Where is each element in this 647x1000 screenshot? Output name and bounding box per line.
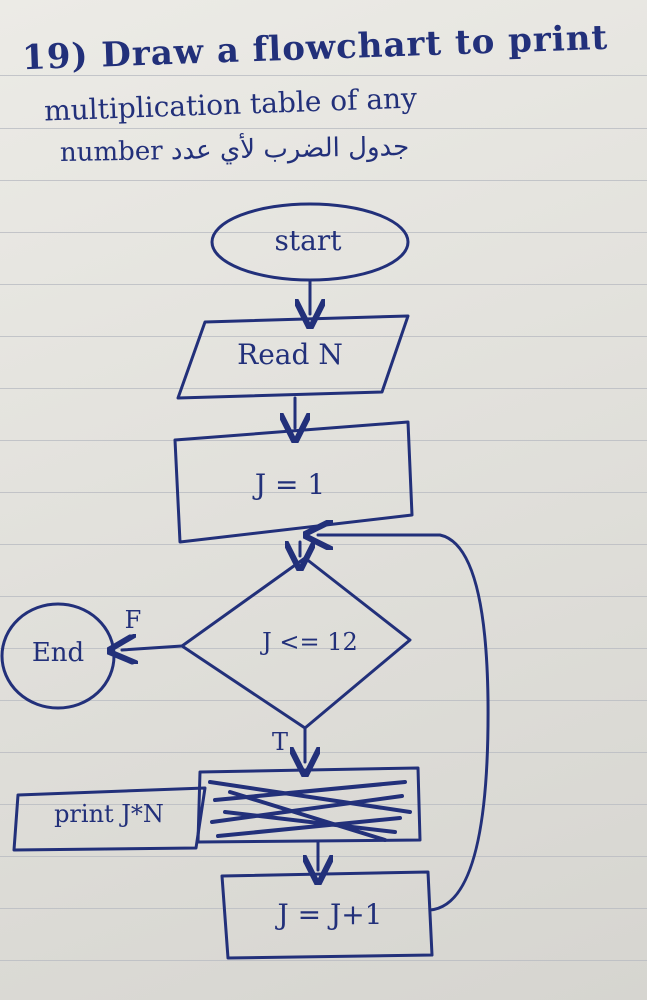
arrow-decision-to-end: [122, 646, 184, 650]
start-label: start: [274, 224, 342, 257]
rule-line: [0, 232, 647, 233]
rule-line: [0, 960, 647, 961]
rule-line: [0, 128, 647, 129]
input-parallelogram: [176, 314, 410, 400]
rule-line: [0, 440, 647, 441]
rule-line: [0, 596, 647, 597]
false-branch-label: F: [124, 606, 142, 634]
init-process-box: [173, 420, 414, 544]
rule-line: [0, 492, 647, 493]
decision-label: J <= 12: [262, 628, 358, 656]
rule-line: [0, 908, 647, 909]
rule-line: [0, 180, 647, 181]
true-branch-label: T: [271, 728, 288, 756]
rule-line: [0, 336, 647, 337]
rule-line: [0, 284, 647, 285]
rule-line: [0, 804, 647, 805]
rule-line: [0, 388, 647, 389]
end-terminal: [0, 602, 116, 710]
increment-box: [220, 870, 434, 960]
rule-line: [0, 75, 647, 76]
input-label: Read N: [237, 338, 343, 371]
rule-line: [0, 700, 647, 701]
print-parallelogram: [12, 786, 207, 852]
rule-line: [0, 752, 647, 753]
loop-back-arrow: [318, 535, 490, 912]
output-box: [196, 766, 422, 844]
increment-label: J = J+1: [277, 898, 383, 931]
rule-line: [0, 648, 647, 649]
output-label: print J*N: [54, 800, 164, 828]
scribble-crossout: [208, 780, 412, 842]
init-label: J = 1: [254, 468, 326, 501]
end-label: End: [31, 638, 85, 668]
